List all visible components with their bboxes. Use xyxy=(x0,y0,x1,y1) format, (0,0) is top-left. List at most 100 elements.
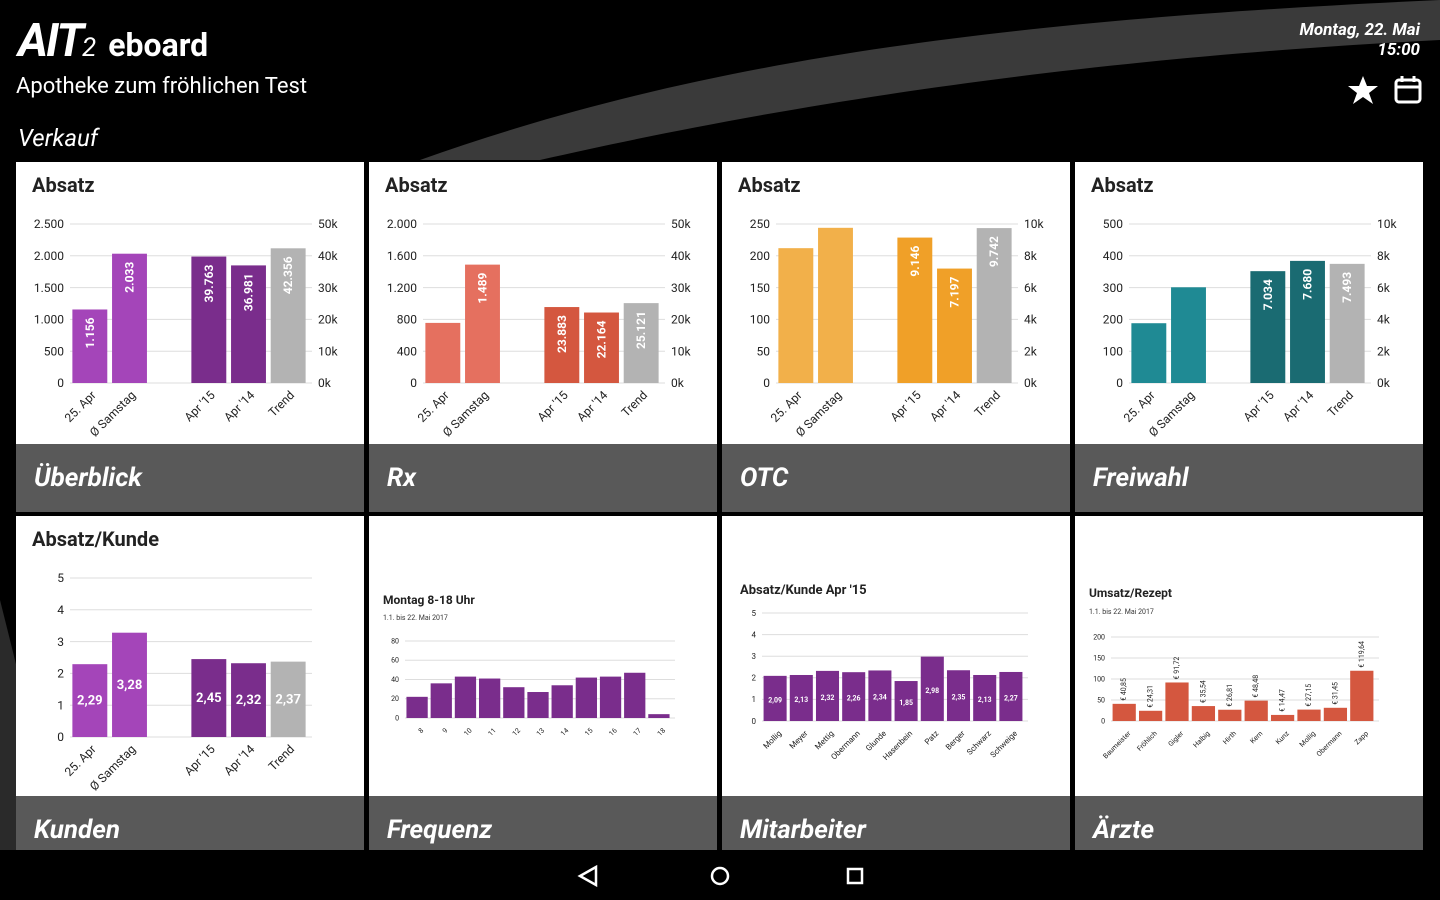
bar xyxy=(544,307,580,383)
calendar-button[interactable] xyxy=(1394,76,1422,104)
value-label: € 119,64 xyxy=(1358,641,1366,668)
bar xyxy=(842,672,866,721)
value-label: 2.033 xyxy=(123,262,137,293)
x-tick-label: Apr '15 xyxy=(888,388,924,424)
value-label: 9.146 xyxy=(908,245,922,276)
value-label: € 14,47 xyxy=(1279,689,1287,712)
tile-chart: Mitarbeiter Absatz/Kunde Apr '15 0 1 2 3 4 5 Mol… xyxy=(722,583,1070,850)
tile[interactable]: OTC Absatz 0 50 100 150 200 250 0k 2k 4k 6k 8k 10k 25.… xyxy=(722,162,1070,512)
y-tick-label: 800 xyxy=(397,313,417,327)
tile[interactable]: Mitarbeiter Absatz/Kunde Apr '15 0 1 2 3 4 5 Mol… xyxy=(722,516,1070,850)
tile-footer xyxy=(369,796,717,850)
y-tick-label: 100 xyxy=(750,313,770,327)
bar xyxy=(527,692,549,718)
y-tick-label: 2 xyxy=(57,667,64,681)
value-label: 2,27 xyxy=(1004,694,1018,702)
y2-tick-label: 40k xyxy=(318,249,338,263)
tile-label: OTC xyxy=(740,463,789,493)
value-label: 1.156 xyxy=(83,317,97,348)
value-label: 36.981 xyxy=(242,273,256,311)
bar xyxy=(406,696,428,718)
y-tick-label: 1 xyxy=(57,698,64,712)
y-tick-label: 0 xyxy=(410,376,417,390)
value-label: 1,85 xyxy=(899,699,913,707)
x-tick-label: Kunz xyxy=(1274,729,1291,746)
y-tick-label: 50 xyxy=(1097,696,1105,704)
y2-tick-label: 30k xyxy=(318,281,338,295)
chart-title: Absatz/Kunde xyxy=(32,527,159,551)
y-tick-label: 2.500 xyxy=(34,217,64,231)
value-label: 3,28 xyxy=(117,678,143,693)
favorite-button[interactable] xyxy=(1348,76,1378,104)
tile[interactable]: Ärzte Umsatz/Rezept 1.1. bis 22. Mai 2017 0… xyxy=(1075,516,1423,850)
tile[interactable]: Frequenz Montag 8-18 Uhr 1.1. bis 22. Mai … xyxy=(369,516,717,850)
y2-tick-label: 2k xyxy=(1024,344,1038,358)
bar xyxy=(112,632,147,737)
tile[interactable]: Rx Absatz 0 400 800 1.200 1.600 2.000 0k 10k 20k 30… xyxy=(369,162,717,512)
bar xyxy=(946,670,971,721)
x-tick-label: Zapp xyxy=(1353,730,1370,747)
datetime: Montag, 22. Mai 15:00 xyxy=(1299,20,1420,60)
chart-title: Absatz/Kunde Apr '15 xyxy=(740,583,867,598)
tile[interactable]: Kunden Absatz/Kunde 0 1 2 3 4 5 25. Apr Ø Samstag… xyxy=(16,516,364,850)
bar xyxy=(231,265,266,383)
y2-tick-label: 10k xyxy=(1377,217,1397,231)
bar xyxy=(1138,710,1163,721)
x-tick-label: Apr '14 xyxy=(221,742,257,778)
toolbar-icons xyxy=(1348,76,1422,104)
date: Montag, 22. Mai xyxy=(1299,20,1420,40)
value-label: 25.121 xyxy=(634,311,648,349)
back-button[interactable] xyxy=(577,864,598,888)
y-tick-label: 500 xyxy=(1103,217,1123,231)
y2-tick-label: 20k xyxy=(318,313,338,327)
x-tick-label: 25. Apr xyxy=(62,388,99,425)
bar xyxy=(763,675,787,721)
x-tick-label: Apr '14 xyxy=(221,388,257,424)
y-tick-label: 100 xyxy=(1093,675,1105,683)
y-tick-label: 150 xyxy=(750,281,770,295)
bar xyxy=(976,228,1012,383)
y2-tick-label: 50k xyxy=(671,217,691,231)
x-tick-label: Glunde xyxy=(864,729,888,753)
bar xyxy=(191,659,227,737)
y-tick-label: 2.000 xyxy=(387,217,417,231)
value-label: € 40,85 xyxy=(1120,678,1128,701)
y2-tick-label: 0k xyxy=(1024,376,1038,390)
tile-chart: Rx Absatz 0 400 800 1.200 1.600 2.000 0k 10k 20k 30… xyxy=(369,173,717,512)
x-tick-label: Trend xyxy=(619,388,650,419)
tile-label: Ärzte xyxy=(1091,815,1155,845)
tile-footer xyxy=(722,444,1070,512)
time: 15:00 xyxy=(1377,40,1420,60)
tile[interactable]: Überblick Absatz 0 500 1.000 1.500 2.000 2.500 0… xyxy=(16,162,364,512)
bar xyxy=(551,685,573,718)
chart-subtitle: 1.1. bis 22. Mai 2017 xyxy=(383,614,448,622)
bar xyxy=(1218,709,1242,721)
value-label: 2,29 xyxy=(77,694,103,709)
value-label: 2,45 xyxy=(196,691,222,706)
value-label: € 91,72 xyxy=(1173,657,1181,680)
value-label: 42.356 xyxy=(281,256,295,294)
y-tick-label: 2.000 xyxy=(34,249,64,263)
recents-button[interactable] xyxy=(846,867,864,885)
tile-label: Überblick xyxy=(34,462,143,493)
y-tick-label: 150 xyxy=(1093,654,1105,662)
value-label: 39.763 xyxy=(202,264,216,302)
y-tick-label: 1 xyxy=(752,695,757,704)
home-button[interactable] xyxy=(710,866,730,886)
bar xyxy=(1297,709,1321,721)
value-label: 7.680 xyxy=(1301,269,1315,300)
tile[interactable]: Freiwahl Absatz 0 100 200 300 400 500 0k 2k 4k 6k 8k… xyxy=(1075,162,1423,512)
bar xyxy=(72,309,108,383)
y-tick-label: 200 xyxy=(1103,313,1123,327)
y2-tick-label: 6k xyxy=(1377,281,1391,295)
value-label: € 26,81 xyxy=(1226,684,1234,707)
value-label: 2,37 xyxy=(275,692,301,707)
value-label: 2,32 xyxy=(821,694,835,702)
bar xyxy=(575,677,598,718)
y-tick-label: 4 xyxy=(752,630,757,639)
x-tick-label: Gigler xyxy=(1167,729,1186,748)
x-tick-label: Apr '14 xyxy=(1280,388,1316,424)
tile-chart: Freiwahl Absatz 0 100 200 300 400 500 0k 2k 4k 6k 8k… xyxy=(1075,173,1423,512)
tile-footer xyxy=(1075,796,1423,850)
x-tick-label: 25. Apr xyxy=(62,742,99,779)
